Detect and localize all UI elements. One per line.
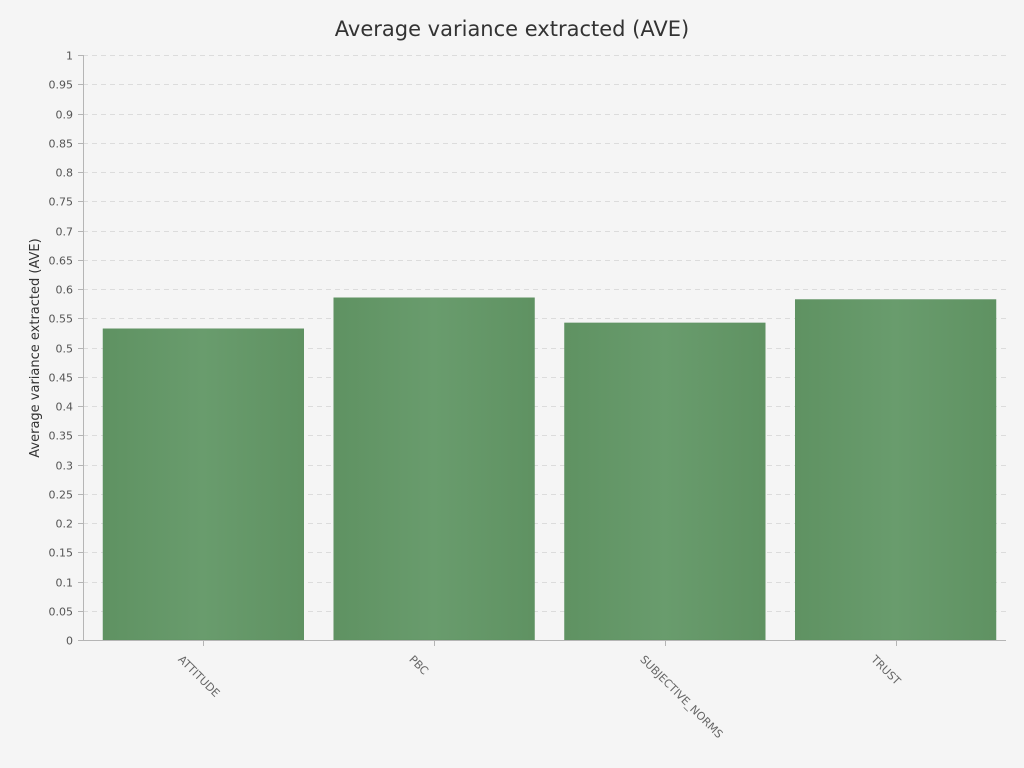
bar-subjective-norms[interactable] bbox=[564, 322, 766, 641]
y-tick-label: 0.85 bbox=[49, 138, 74, 151]
y-tick-label: 0.6 bbox=[56, 284, 74, 297]
y-tick-label: 0.95 bbox=[49, 79, 74, 92]
y-tick-label: 0.4 bbox=[56, 401, 74, 414]
y-tick-label: 0 bbox=[66, 635, 73, 648]
x-tick-label: PBC bbox=[406, 653, 431, 678]
y-tick-label: 0.1 bbox=[56, 577, 74, 590]
y-axis-ticks: 0 0.05 0.1 0.15 0.2 0.25 0.3 0.35 0.4 0.45 0.5 0.55… bbox=[49, 50, 83, 648]
y-tick-label: 0.5 bbox=[56, 343, 74, 356]
y-tick-label: 0.7 bbox=[56, 226, 74, 239]
bar-trust[interactable] bbox=[794, 299, 997, 641]
y-tick-label: 0.2 bbox=[56, 518, 74, 531]
y-tick-label: 0.25 bbox=[49, 489, 74, 502]
y-tick-label: 0.55 bbox=[49, 313, 74, 326]
bars bbox=[102, 297, 997, 641]
y-tick-label: 0.75 bbox=[49, 196, 74, 209]
bar-attitude[interactable] bbox=[102, 328, 305, 641]
bar-pbc[interactable] bbox=[333, 297, 535, 641]
y-tick-label: 1 bbox=[66, 50, 73, 63]
x-axis-ticks: ATTITUDE PBC SUBJECTIVE_NORMS TRUST bbox=[175, 640, 903, 741]
y-tick-label: 0.15 bbox=[49, 547, 74, 560]
y-tick-label: 0.45 bbox=[49, 372, 74, 385]
x-tick-label: TRUST bbox=[868, 652, 904, 688]
y-tick-label: 0.05 bbox=[49, 606, 74, 619]
y-tick-label: 0.35 bbox=[49, 430, 74, 443]
y-axis-label: Average variance extracted (AVE) bbox=[28, 238, 43, 457]
x-tick-label: ATTITUDE bbox=[175, 653, 222, 700]
y-tick-label: 0.65 bbox=[49, 255, 74, 268]
x-tick-label: SUBJECTIVE_NORMS bbox=[637, 653, 725, 741]
axes bbox=[83, 55, 1006, 641]
y-tick-label: 0.8 bbox=[56, 167, 74, 180]
chart-title: Average variance extracted (AVE) bbox=[335, 17, 689, 41]
y-tick-label: 0.9 bbox=[56, 109, 74, 122]
y-tick-label: 0.3 bbox=[56, 460, 74, 473]
